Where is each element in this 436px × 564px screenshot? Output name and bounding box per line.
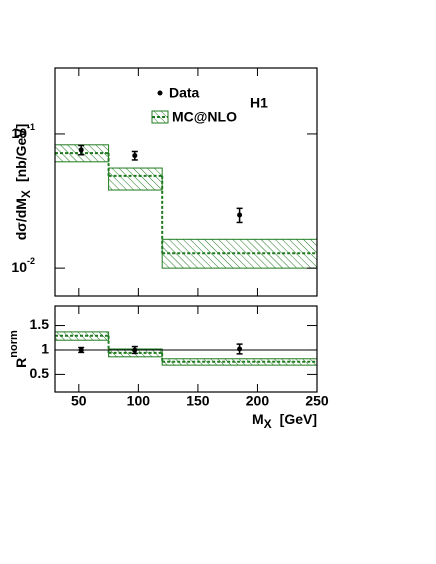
plot-frame [54,67,318,297]
data-point [237,212,243,218]
x-tick-label: 50 [71,393,87,409]
data-point [132,347,138,353]
tick-exponent: -1 [27,122,35,132]
y-axis-label: dσ/dMX [nb/GeV] [13,124,33,241]
label-unit: [GeV] [280,411,317,427]
label-sup: norm [8,330,20,358]
x-axis-label: MX [GeV] [252,411,317,431]
plot-frame [54,305,318,393]
legend-label: MC@NLO [172,109,237,125]
label-sub: X [264,417,272,431]
y-tick-label: 10-2 [11,257,35,275]
y-tick-label: 0.5 [30,365,50,381]
label-main: M [252,411,264,427]
label-main: R [13,358,29,368]
data-point [78,347,84,353]
tick-exponent: -2 [27,257,35,267]
tick-base: 10 [11,259,27,275]
legend-label: Data [169,85,200,101]
y-tick-label: 1 [41,341,49,357]
x-tick-label: 200 [246,393,270,409]
tick-base: 10 [11,125,27,141]
label-main: dσ/dM [13,198,29,240]
x-tick-label: 150 [186,393,210,409]
x-tick-label: 100 [127,393,151,409]
experiment-label: H1 [250,95,268,111]
y-axis-label: Rnorm [8,330,29,368]
label-sub: X [19,190,33,198]
y-tick-label: 1.5 [30,316,50,332]
legend-marker [157,90,163,96]
mc-band [108,167,163,191]
y-tick-label: 10-1 [11,122,35,140]
data-point [78,147,84,153]
label-unit: [nb/GeV] [13,124,29,182]
data-point [132,153,138,159]
x-tick-label: 250 [305,393,329,409]
data-point [237,346,243,352]
